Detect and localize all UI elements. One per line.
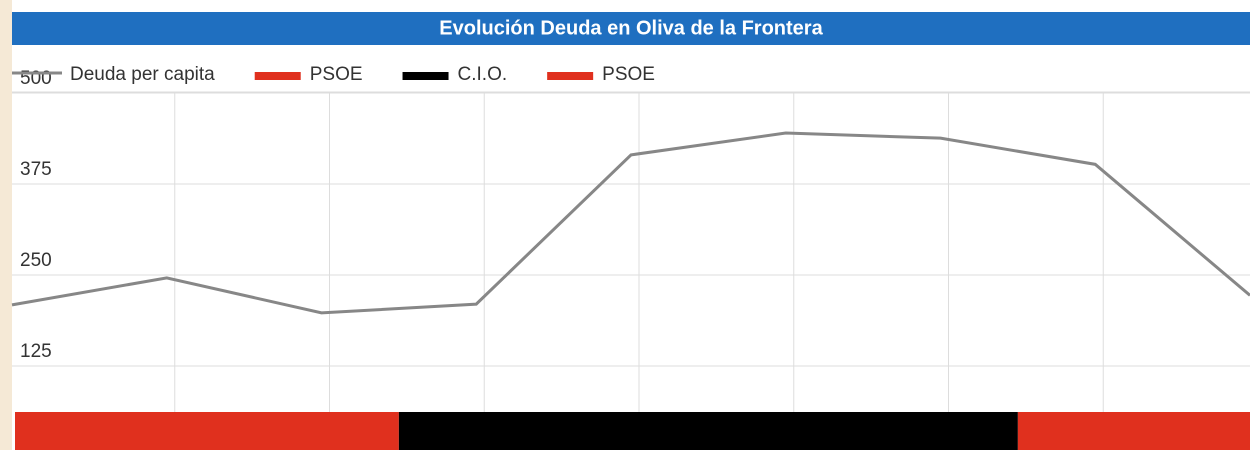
legend-label: C.I.O. [458,64,508,85]
legend-swatch [402,72,449,80]
legend-label: PSOE [310,64,363,85]
legend-swatch [547,72,594,80]
period-bar [1017,412,1250,450]
legend-label: Deuda per capita [70,64,215,85]
period-bar [398,412,1018,450]
legend-swatch [254,72,301,80]
chart-background [12,0,1250,450]
y-tick-label: 500 [20,68,52,89]
chart-title: Evolución Deuda en Oliva de la Frontera [439,17,823,39]
period-bar [15,412,399,450]
y-tick-label: 250 [20,250,52,271]
line-series [11,131,1250,315]
title-bar [12,12,1250,45]
legend-label: PSOE [602,64,655,85]
y-tick-label: 125 [20,341,52,362]
y-tick-label: 375 [20,159,52,180]
